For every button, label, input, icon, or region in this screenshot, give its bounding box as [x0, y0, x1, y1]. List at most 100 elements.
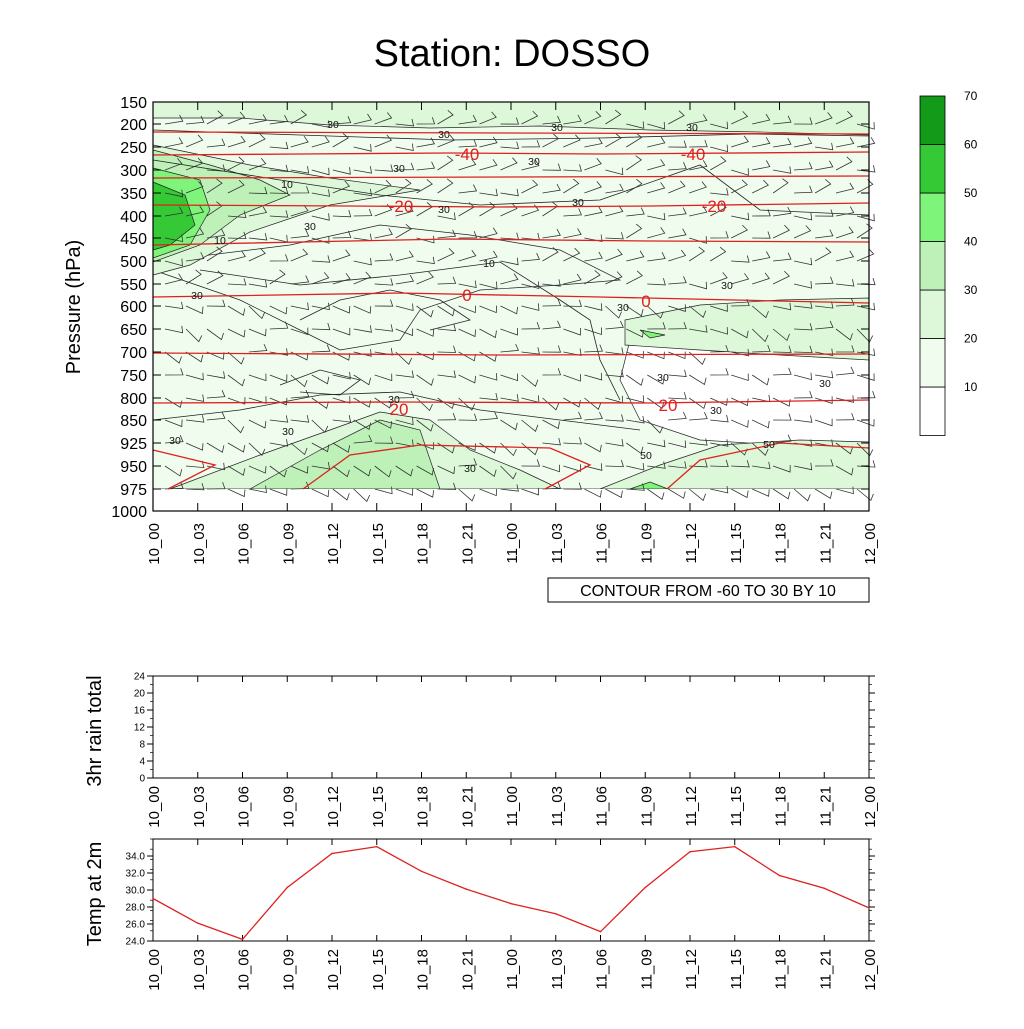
- wind-barb: [164, 419, 183, 428]
- wind-barb: [626, 483, 645, 491]
- wind-barb: [206, 164, 226, 172]
- wind-barb: [584, 137, 603, 148]
- wind-barb: [269, 321, 289, 330]
- wind-barb: [626, 374, 644, 386]
- wind-barb: [479, 188, 498, 197]
- wind-barb: [395, 118, 415, 127]
- wind-barb: [311, 488, 330, 498]
- wind-barb: [710, 327, 728, 335]
- wind-barb: [542, 464, 560, 473]
- x-tick-label: 12_00: [862, 949, 879, 991]
- wind-barb: [332, 209, 352, 218]
- wind-barb: [542, 368, 562, 376]
- x-tick-label: 10_15: [370, 786, 387, 828]
- wind-barb: [815, 142, 834, 151]
- wind-barb: [626, 462, 645, 471]
- wind-barb: [248, 233, 268, 241]
- wind-barb: [688, 397, 707, 410]
- wind-barb: [668, 276, 687, 285]
- wind-barb: [584, 251, 603, 262]
- wind-barb: [311, 374, 330, 385]
- colorbar-label: 40: [964, 235, 978, 249]
- wind-barb: [584, 303, 603, 311]
- wind-barb: [269, 415, 289, 423]
- wind-barb: [856, 248, 875, 262]
- x-tick-label: 11_21: [817, 786, 834, 827]
- wind-barb: [206, 390, 226, 399]
- y-tick-label: 34.0: [126, 852, 146, 863]
- wind-barb: [353, 113, 372, 125]
- wind-barb: [353, 419, 371, 431]
- colorbar-box: [919, 338, 946, 388]
- wind-barb: [353, 271, 372, 285]
- wind-barb: [626, 270, 643, 285]
- wind-barb: [794, 117, 813, 125]
- y-tick-label: 16: [134, 706, 146, 717]
- wind-barb: [710, 368, 729, 376]
- contour-line: [299, 289, 471, 331]
- wind-barb: [164, 189, 184, 198]
- colorbar-label: 30: [964, 283, 978, 297]
- wind-barb: [794, 185, 813, 194]
- red-contour-label: -40: [455, 145, 480, 164]
- wind-barb: [437, 109, 454, 125]
- colorbar-label: 60: [964, 138, 978, 152]
- wind-barb: [500, 343, 519, 353]
- wind-barb: [814, 247, 832, 262]
- wind-barb: [206, 411, 226, 421]
- wind-barb: [206, 442, 225, 453]
- wind-barb: [647, 461, 666, 469]
- wind-barb: [605, 167, 624, 176]
- wind-barb: [542, 345, 562, 353]
- data-point: [733, 845, 736, 848]
- data-point: [599, 930, 602, 933]
- black-contour-label: 30: [388, 394, 400, 406]
- wind-barb: [269, 374, 288, 382]
- y-tick-label: 24: [134, 672, 146, 683]
- wind-barb: [773, 413, 792, 421]
- wind-barb: [206, 351, 225, 360]
- wind-barb: [521, 459, 541, 467]
- wind-barb: [437, 305, 455, 317]
- wind-barb: [647, 227, 666, 239]
- y-tick-label: 850: [120, 413, 147, 430]
- wind-barb: [563, 164, 582, 172]
- wind-barb: [794, 390, 813, 399]
- wind-barb: [374, 179, 392, 194]
- wind-barb: [835, 412, 855, 421]
- wind-barb: [835, 226, 854, 239]
- y-axis-title: 3hr rain total: [84, 675, 106, 786]
- wind-barb: [500, 257, 519, 266]
- wind-barb: [584, 234, 603, 243]
- wind-barb: [458, 413, 478, 421]
- wind-barb: [311, 322, 331, 331]
- wind-barb: [185, 269, 202, 285]
- wind-barb: [416, 419, 434, 432]
- x-tick-label: 10_12: [325, 786, 342, 828]
- x-tick-label: 11_06: [594, 523, 611, 564]
- wind-barb: [416, 117, 436, 125]
- wind-barb: [164, 114, 184, 125]
- wind-barb: [772, 178, 789, 194]
- wind-barb: [731, 224, 748, 239]
- wind-barb: [710, 344, 729, 353]
- wind-barb: [710, 144, 729, 153]
- wind-barb: [374, 465, 392, 478]
- wind-barb: [227, 442, 246, 453]
- wind-barb: [773, 302, 792, 311]
- wind-barb: [751, 305, 769, 319]
- wind-barb: [605, 305, 622, 319]
- data-point: [554, 913, 557, 915]
- wind-barb: [584, 270, 601, 285]
- wind-barb: [710, 485, 729, 494]
- wind-barb: [248, 248, 266, 262]
- wind-barb: [290, 327, 309, 336]
- wind-barb: [815, 160, 834, 171]
- wind-barb: [794, 345, 813, 354]
- wind-barb: [332, 465, 350, 478]
- wind-barb: [688, 246, 705, 262]
- wind-barb: [772, 224, 790, 239]
- wind-barb: [185, 460, 205, 469]
- wind-barb: [416, 305, 434, 318]
